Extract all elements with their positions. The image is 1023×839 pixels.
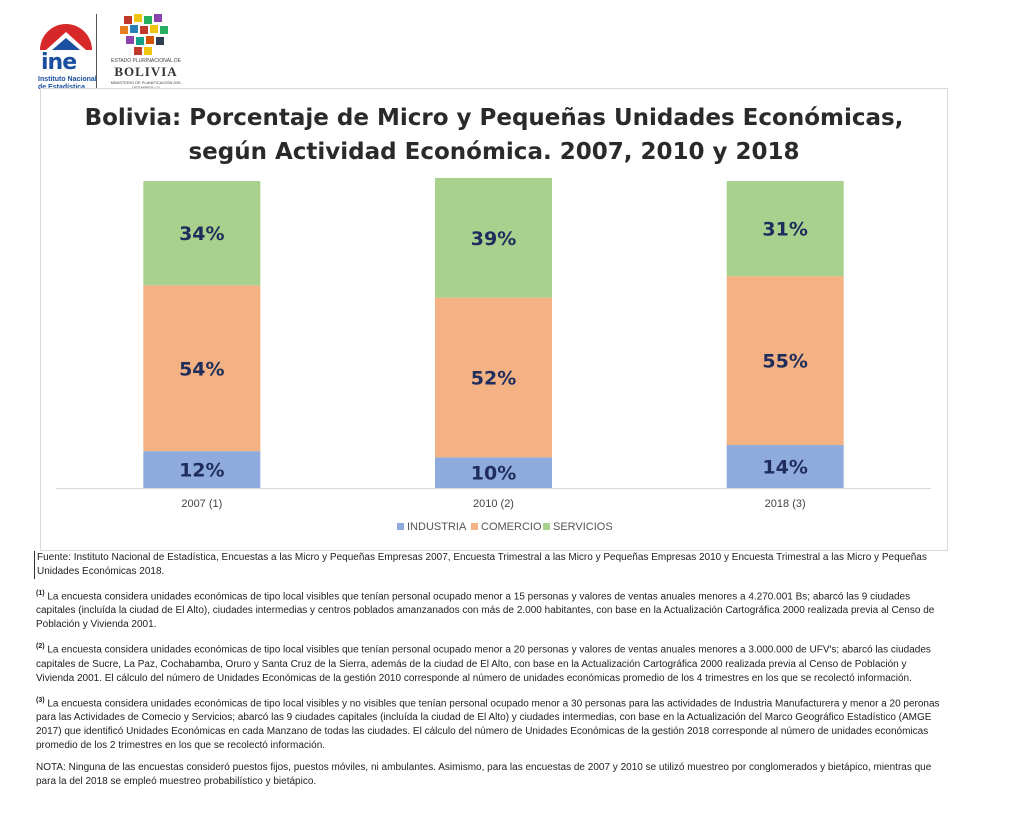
data-label-industria-1: 10% [471,463,516,485]
bolivia-logo: ESTADO PLURINACIONAL DE BOLIVIA MINISTER… [108,10,184,90]
bar-servicios-2 [726,181,844,277]
data-label-comercio-1: 52% [471,367,516,389]
header-logos: ine Instituto Nacional de Estadística ES… [36,10,186,91]
source-note: Fuente: Instituto Nacional de Estadístic… [34,551,946,579]
bar-industria-1 [435,457,552,488]
footnote-3-mark: (3) [36,696,45,704]
data-label-comercio-0: 54% [179,358,224,380]
bolivia-pre-text: ESTADO PLURINACIONAL DE [110,58,181,64]
data-label-industria-0: 12% [179,460,224,482]
footnote-1: (1) La encuesta considera unidades econó… [34,587,946,632]
bar-industria-0 [143,451,261,488]
bolivia-emblem-icon [120,14,168,55]
bar-servicios-1 [435,177,552,298]
footnote-2-mark: (2) [36,643,45,651]
data-label-industria-2: 14% [762,457,807,479]
legend-swatch-industria [397,523,404,530]
footnote-2: (2) La encuesta considera unidades econó… [34,640,946,685]
chart-title: Bolivia: Porcentaje de Micro y Pequeñas … [41,101,947,169]
bar-comercio-2 [726,276,844,446]
data-label-servicios-0: 34% [179,223,224,245]
footnote-1-mark: (1) [36,590,45,597]
ine-logo: ine Instituto Nacional de Estadística [36,10,97,91]
x-tick-label-0: 2007 (1) [181,498,222,510]
bar-servicios-0 [143,181,261,286]
data-label-comercio-2: 55% [762,351,807,373]
legend-swatch-comercio [471,523,478,530]
footnote-2-text: La encuesta considera unidades económica… [36,644,931,684]
data-label-servicios-2: 31% [762,219,807,241]
bolivia-wordmark: BOLIVIA [114,64,178,79]
nota-text: NOTA: Ninguna de las encuestas consideró… [36,761,932,787]
legend-label-comercio: COMERCIO [481,521,542,533]
legend-swatch-servicios [543,523,550,530]
ine-subtitle: Instituto Nacional de Estadística [38,76,97,91]
bolivia-sub-text: MINISTERIO DE PLANIFICACIÓN DEL DESARROL… [110,80,182,90]
ine-dome-icon [40,24,92,50]
x-tick-label-2: 2018 (3) [765,498,806,510]
chart-title-line-1: Bolivia: Porcentaje de Micro y Pequeñas … [84,105,904,131]
legend-label-industria: INDUSTRIA [407,521,467,533]
ine-logo-text: ine [41,50,77,75]
header-divider [96,14,97,88]
chart-title-line-2: según Actividad Económica. 2007, 2010 y … [188,139,800,165]
legend-label-servicios: SERVICIOS [553,521,613,533]
stacked-bar-chart: 12% 54% 34% 2007 (1) 10% 52% 39% 2010 (2) 14% 55%… [56,177,931,533]
chart-container: Bolivia: Porcentaje de Micro y Pequeñas … [40,88,948,551]
bar-industria-2 [726,445,844,488]
x-tick-label-1: 2010 (2) [473,498,514,510]
bar-comercio-0 [143,285,261,452]
footnote-1-text: La encuesta considera unidades económica… [36,591,935,631]
data-label-servicios-1: 39% [471,228,516,250]
bar-comercio-1 [435,297,552,458]
notes-section: Fuente: Instituto Nacional de Estadístic… [34,551,946,797]
footnote-3: (3) La encuesta considera unidades econó… [34,694,946,753]
footnote-3-text: La encuesta considera unidades económica… [36,697,940,751]
